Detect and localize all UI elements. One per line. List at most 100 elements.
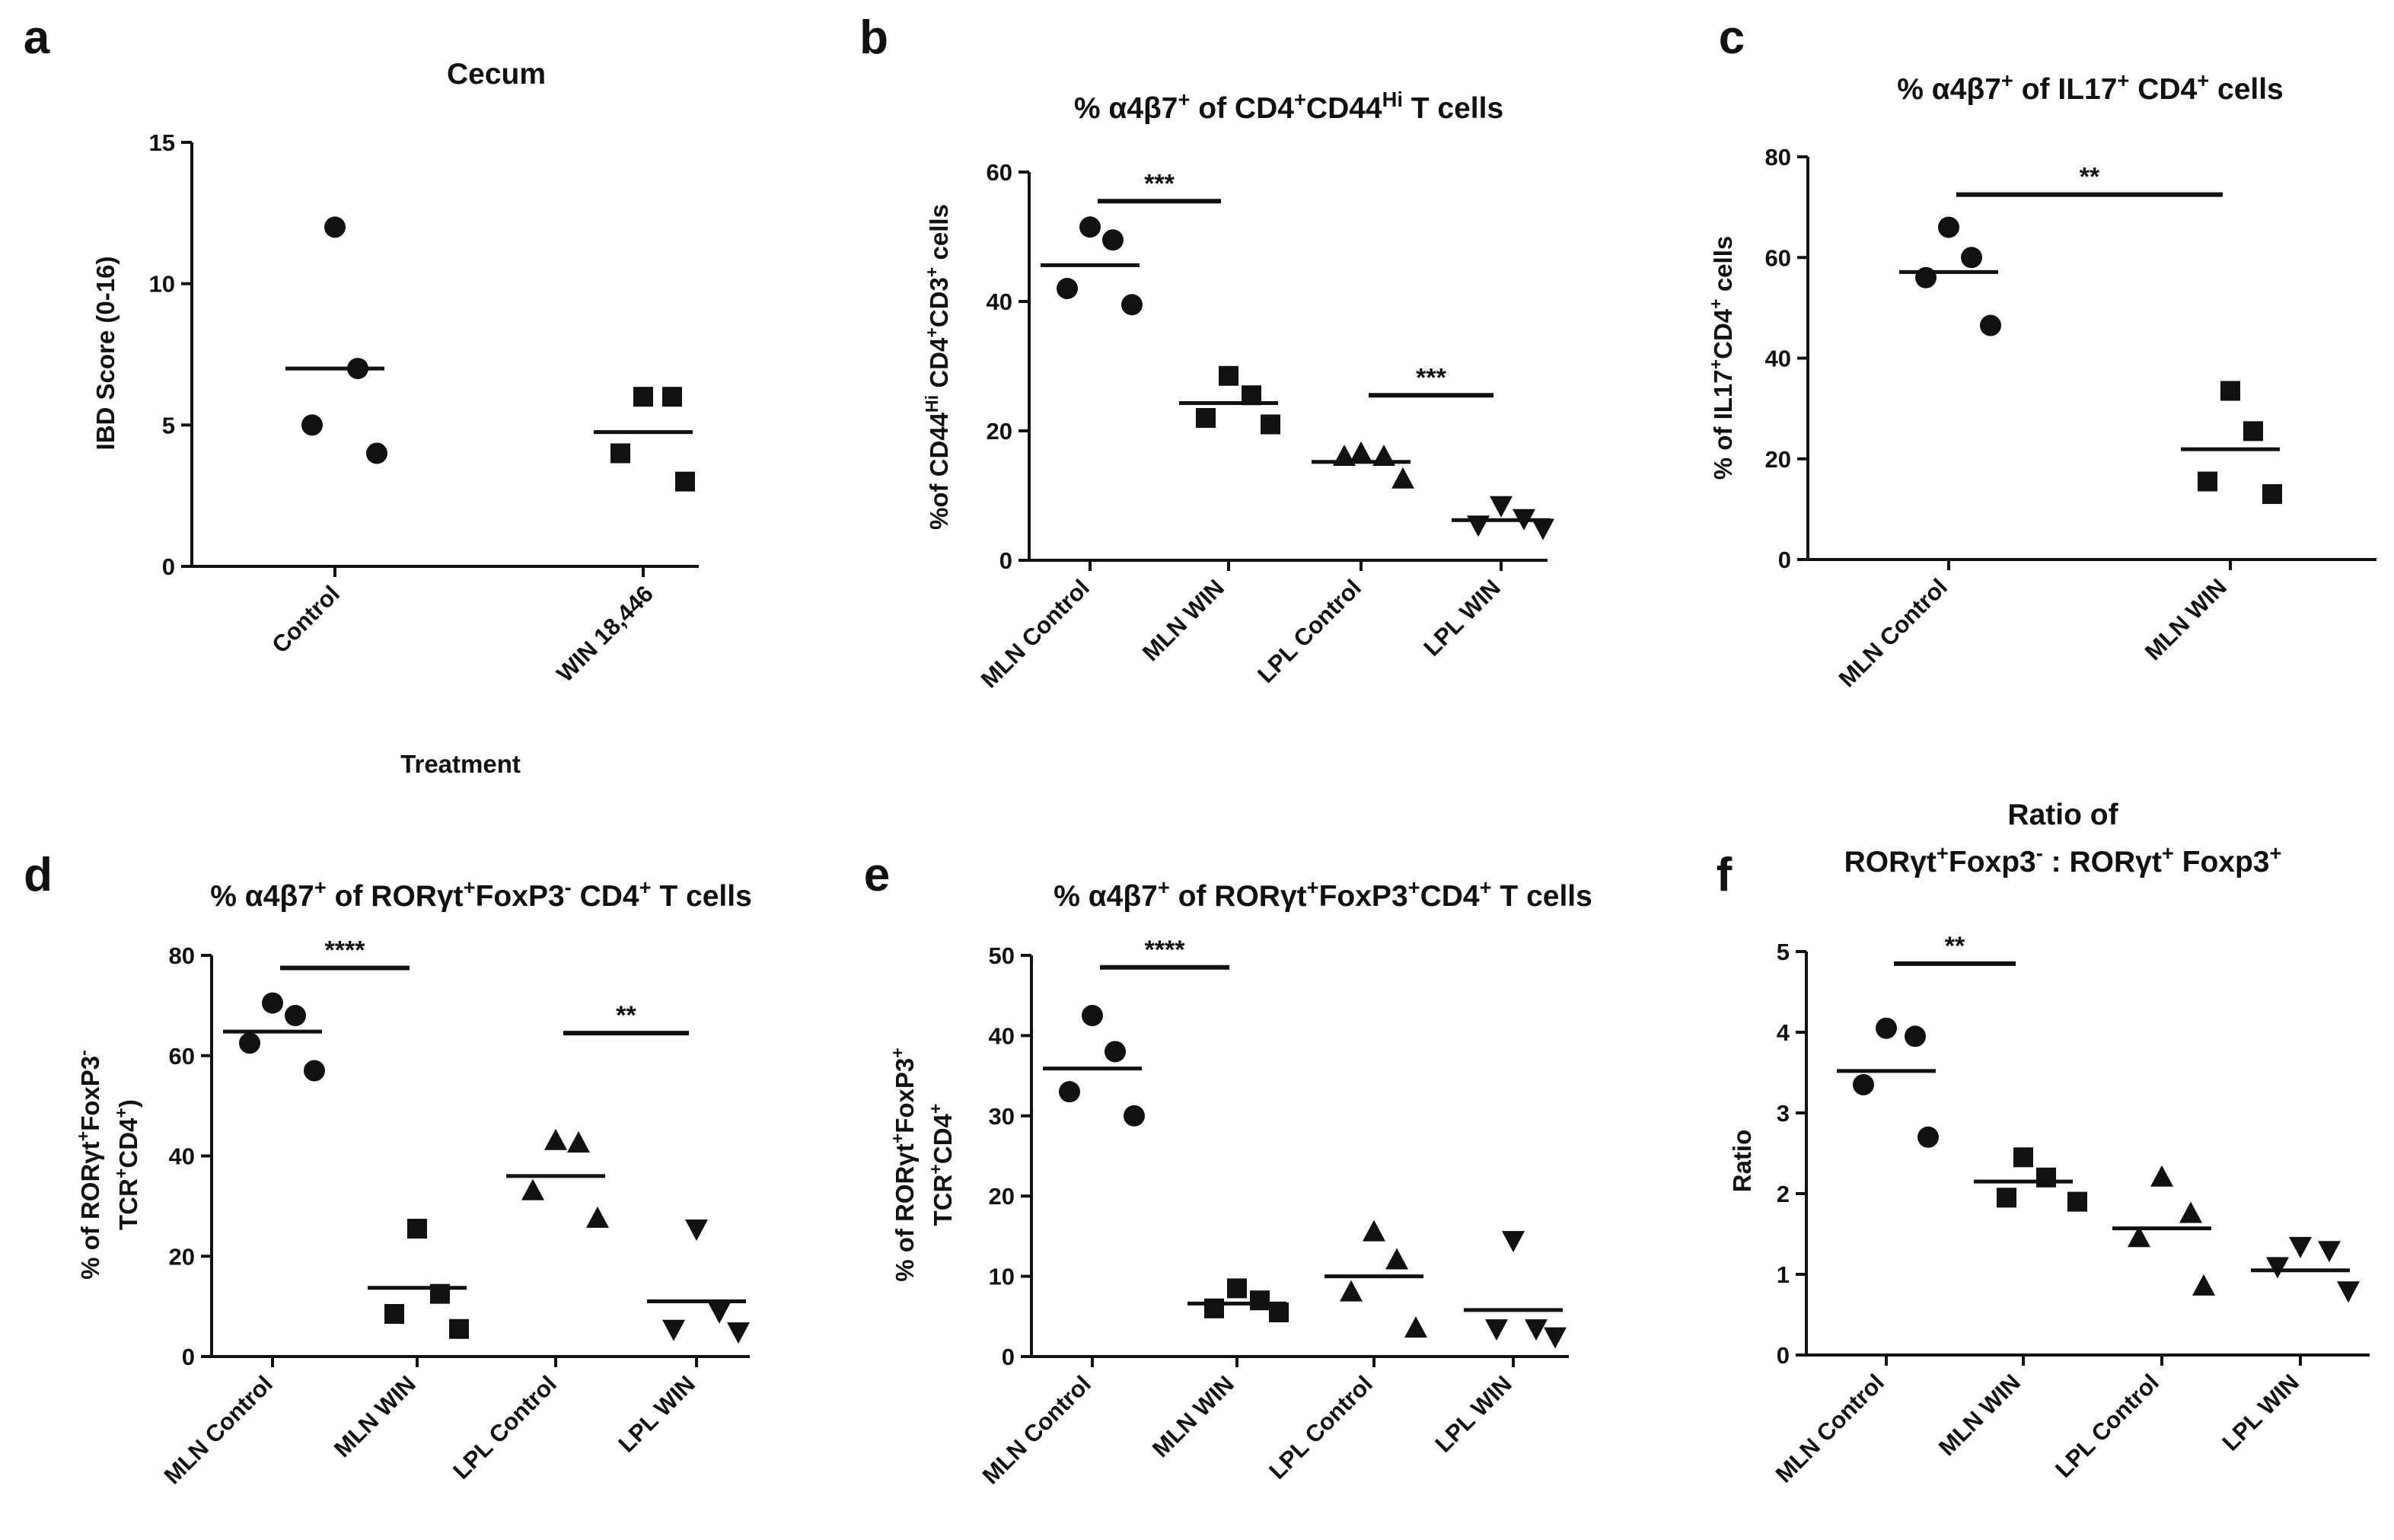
y-tick-label: 40 — [169, 1143, 195, 1170]
x-category-label: MLN Control — [1771, 1369, 1889, 1487]
data-point-square — [1269, 1302, 1289, 1323]
x-category-label: MLN WIN — [329, 1370, 421, 1462]
data-point-circle — [1938, 216, 1959, 238]
panel-label: f — [1717, 849, 1733, 901]
x-category-label: LPL WIN — [1430, 1370, 1516, 1457]
data-point-triangle — [1363, 1220, 1385, 1242]
y-axis-label: % of RORγt+FoxP3- — [73, 1050, 104, 1280]
y-axis-label: % of IL17+CD4+ cells — [1706, 236, 1737, 480]
x-category-label: MLN Control — [1834, 573, 1952, 692]
significance-label: *** — [1144, 169, 1175, 198]
x-axis-label: Treatment — [400, 750, 521, 778]
data-point-square — [2198, 471, 2217, 492]
y-tick-label: 80 — [1765, 144, 1791, 171]
data-point-triangle — [2179, 1201, 2202, 1223]
panel-d: d % α4β7+ of RORγt+FoxP3- CD4+ T cells % o… — [24, 849, 752, 1489]
data-point-triangle-down — [2318, 1241, 2341, 1263]
panel-e: e % α4β7+ of RORγt+FoxP3+CD4+ T cells % of… — [864, 849, 1592, 1489]
data-point-triangle — [521, 1178, 544, 1200]
data-point-circle — [1905, 1025, 1926, 1047]
panel-a: a Cecum IBD Score (0-16) 0 5 10 15 Control WIN 1… — [24, 11, 699, 778]
data-point-square — [1204, 1298, 1224, 1318]
y-axis-label: TCR+CD4+) — [111, 1099, 142, 1230]
data-point-square — [1227, 1278, 1247, 1299]
data-point-circle — [1102, 229, 1124, 251]
data-point-square — [675, 471, 695, 492]
data-point-triangle-down — [2289, 1236, 2312, 1258]
y-tick-label: 15 — [149, 129, 175, 156]
data-point-circle — [1980, 314, 2001, 336]
data-point-triangle — [1340, 1280, 1363, 1302]
data-point-square — [610, 443, 630, 464]
data-point-triangle-down — [685, 1220, 708, 1242]
data-point-square — [449, 1318, 469, 1339]
panel-label: b — [859, 11, 888, 64]
data-point-triangle — [586, 1206, 609, 1228]
y-tick-label: 10 — [989, 1264, 1015, 1290]
y-tick-label: 1 — [1777, 1261, 1790, 1288]
data-point-circle — [1059, 1081, 1080, 1103]
y-tick-label: 0 — [1002, 1344, 1015, 1370]
data-point-triangle — [567, 1131, 590, 1153]
y-tick-label: 60 — [987, 159, 1012, 186]
y-tick-label: 10 — [149, 271, 175, 298]
data-point-triangle — [1385, 1248, 1408, 1270]
data-point-triangle-down — [2266, 1257, 2289, 1279]
data-point-circle — [1105, 1041, 1126, 1063]
y-tick-label: 20 — [987, 418, 1012, 445]
data-point-triangle-down — [2337, 1281, 2360, 1303]
y-tick-label: 50 — [989, 942, 1015, 969]
data-point-circle — [324, 216, 346, 238]
data-point-circle — [1124, 1105, 1145, 1127]
x-category-label: MLN Control — [159, 1370, 278, 1489]
x-category-label: LPL Control — [2050, 1369, 2164, 1483]
data-point-triangle-down — [1525, 1319, 1548, 1341]
data-point-circle — [1915, 266, 1937, 289]
significance-label: ** — [1945, 932, 1965, 961]
data-point-square — [662, 387, 682, 407]
data-point-square — [384, 1304, 404, 1325]
y-tick-label: 0 — [162, 553, 175, 580]
chart-title: RORγt+Foxp3- : RORγt+ Foxp3+ — [1844, 841, 2282, 879]
chart-title: % α4β7+ of RORγt+FoxP3- CD4+ T cells — [210, 875, 752, 913]
chart-title: % α4β7+ of RORγt+FoxP3+CD4+ T cells — [1054, 875, 1592, 913]
data-point-circle — [1057, 278, 1078, 299]
x-category-label: LPL WIN — [2217, 1369, 2303, 1456]
y-tick-label: 3 — [1777, 1100, 1790, 1127]
y-tick-label: 80 — [169, 942, 195, 969]
data-point-triangle — [2128, 1226, 2150, 1248]
data-point-triangle-down — [1490, 496, 1513, 518]
y-tick-label: 0 — [1778, 547, 1791, 573]
data-point-square — [633, 387, 653, 407]
data-point-circle — [304, 1060, 325, 1082]
data-point-triangle-down — [1485, 1319, 1508, 1341]
data-point-triangle — [2150, 1165, 2173, 1187]
data-point-triangle — [1350, 441, 1372, 463]
data-point-circle — [285, 1005, 306, 1027]
y-tick-label: 60 — [1765, 244, 1791, 271]
chart-title: % α4β7+ of CD4+CD44Hi T cells — [1074, 88, 1503, 126]
x-category-label: LPL WIN — [613, 1370, 700, 1457]
data-point-circle — [1079, 216, 1101, 238]
data-point-square — [2262, 484, 2282, 505]
data-point-circle — [301, 414, 323, 436]
data-point-triangle — [544, 1128, 567, 1150]
chart-title: % α4β7+ of IL17+ CD4+ cells — [1897, 69, 2284, 107]
significance-label: **** — [1145, 936, 1186, 964]
data-point-triangle-down — [708, 1302, 731, 1324]
data-point-triangle — [2192, 1274, 2215, 1296]
data-point-triangle — [1404, 1316, 1427, 1338]
panel-label: c — [1719, 11, 1745, 64]
data-point-square — [1261, 414, 1280, 435]
x-category-label: MLN WIN — [2140, 573, 2232, 665]
y-tick-label: 40 — [1765, 346, 1791, 372]
x-category-label: LPL Control — [1252, 574, 1366, 688]
data-point-triangle-down — [1532, 518, 1554, 540]
data-point-circle — [366, 442, 387, 464]
panel-label: a — [24, 11, 50, 64]
y-axis-label: IBD Score (0-16) — [91, 257, 120, 451]
significance-label: ** — [2080, 163, 2100, 192]
data-point-square — [2036, 1167, 2056, 1188]
x-category-label: MLN WIN — [1933, 1369, 2026, 1461]
